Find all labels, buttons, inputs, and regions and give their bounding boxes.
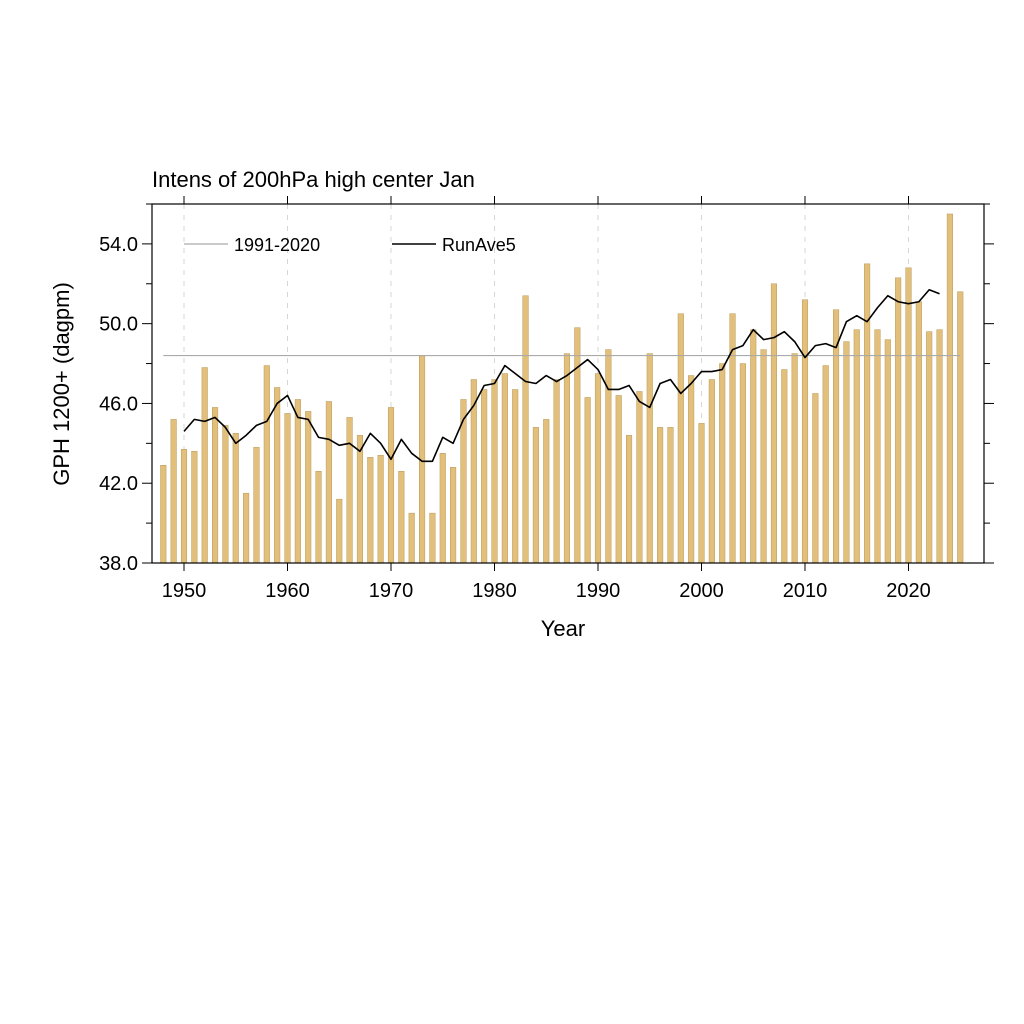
- chart-title: Intens of 200hPa high center Jan: [152, 167, 475, 192]
- x-tick-label-1960: 1960: [265, 580, 310, 602]
- series-line-runave5: [183, 288, 940, 463]
- bar-2022: [926, 331, 933, 564]
- bar-1961: [294, 399, 301, 564]
- bar-1975: [439, 453, 446, 564]
- bar-1949: [170, 419, 177, 564]
- bar-1982: [512, 389, 519, 564]
- bar-1968: [367, 457, 374, 564]
- bar-1991: [605, 349, 612, 564]
- tick-labels: 1950 1960 1970 1980 1990 2000 2010 2020 38.0 42.0…: [99, 234, 931, 602]
- bar-1993: [626, 435, 633, 564]
- x-tick-label-1990: 1990: [576, 580, 621, 602]
- bar-1954: [222, 425, 229, 564]
- bar-1951: [191, 451, 198, 564]
- bar-2016: [864, 263, 871, 564]
- bar-1988: [574, 327, 581, 564]
- bar-2002: [719, 363, 726, 564]
- x-tick-label-1970: 1970: [369, 580, 414, 602]
- bar-2005: [750, 329, 757, 564]
- plot-frame: [151, 203, 985, 564]
- bar-1959: [274, 387, 281, 564]
- bar-1986: [553, 379, 560, 564]
- bar-1957: [253, 447, 260, 564]
- bar-1974: [429, 512, 436, 564]
- bar-2025: [957, 291, 964, 564]
- bar-2019: [895, 277, 902, 564]
- legend-label-1991-2020: 1991-2020: [234, 235, 320, 255]
- bar-1981: [501, 373, 508, 564]
- bar-2021: [915, 301, 922, 564]
- bar-2018: [884, 339, 891, 564]
- bar-1999: [688, 375, 695, 564]
- bar-1994: [636, 391, 643, 564]
- bar-2008: [781, 369, 788, 564]
- bar-1964: [325, 401, 332, 564]
- bar-2024: [946, 213, 953, 564]
- x-tick-label-1980: 1980: [472, 580, 517, 602]
- bar-1992: [615, 395, 622, 564]
- bar-2023: [936, 329, 943, 564]
- bar-1971: [398, 471, 405, 564]
- bar-1969: [377, 455, 384, 564]
- y-axis-label: GPH 1200+ (dagpm): [49, 282, 74, 486]
- bar-2001: [708, 379, 715, 564]
- bar-1963: [315, 471, 322, 564]
- bar-2006: [760, 349, 767, 564]
- bar-2007: [770, 283, 778, 564]
- x-axis-label: Year: [541, 616, 585, 641]
- bar-1965: [336, 498, 343, 564]
- bar-1967: [356, 435, 363, 564]
- bar-2000: [698, 423, 705, 564]
- axis-ticks: [142, 196, 994, 571]
- bar-2011: [812, 393, 819, 564]
- bar-1997: [667, 427, 674, 564]
- bar-1958: [263, 365, 270, 564]
- bar-1955: [232, 433, 239, 564]
- bar-1976: [450, 467, 457, 564]
- bar-1948: [160, 465, 167, 564]
- legend-label-runave5: RunAve5: [442, 235, 516, 255]
- bar-2004: [739, 363, 746, 564]
- bar-1962: [305, 411, 312, 564]
- bar-1972: [408, 512, 415, 564]
- bar-1950: [180, 449, 188, 564]
- bar-1960: [284, 413, 291, 564]
- bar-1996: [657, 427, 664, 564]
- bar-2009: [791, 353, 798, 564]
- bar-2012: [822, 365, 829, 564]
- bar-1989: [584, 397, 591, 564]
- x-tick-label-1950: 1950: [162, 580, 207, 602]
- bar-1979: [481, 389, 488, 564]
- legend: 1991-2020 RunAve5: [184, 235, 516, 255]
- y-tick-label-42.0: 42.0: [99, 473, 138, 495]
- bar-1956: [243, 492, 250, 564]
- bar-1966: [346, 417, 353, 564]
- x-tick-label-2020: 2020: [886, 580, 931, 602]
- y-tick-label-54.0: 54.0: [99, 234, 138, 256]
- series-lines: [163, 288, 961, 463]
- bar-1995: [646, 353, 653, 564]
- bar-2010: [801, 299, 809, 564]
- y-tick-label-46.0: 46.0: [99, 393, 138, 415]
- bar-2015: [853, 329, 860, 564]
- bar-1998: [677, 313, 684, 564]
- bar-2014: [843, 341, 850, 564]
- bar-1983: [522, 295, 529, 564]
- bar-1985: [543, 419, 550, 564]
- x-tick-label-2010: 2010: [783, 580, 828, 602]
- bar-1952: [201, 367, 208, 564]
- bar-1990: [594, 373, 602, 564]
- y-tick-label-38.0: 38.0: [99, 553, 138, 575]
- bar-2020: [905, 267, 912, 564]
- x-tick-label-2000: 2000: [679, 580, 724, 602]
- bar-1953: [212, 407, 219, 564]
- y-tick-label-50.0: 50.0: [99, 314, 138, 336]
- bar-2017: [874, 329, 881, 564]
- bar-1984: [532, 427, 539, 564]
- bar-1970: [387, 407, 395, 564]
- bar-1987: [563, 353, 571, 564]
- bar-1980: [491, 379, 498, 564]
